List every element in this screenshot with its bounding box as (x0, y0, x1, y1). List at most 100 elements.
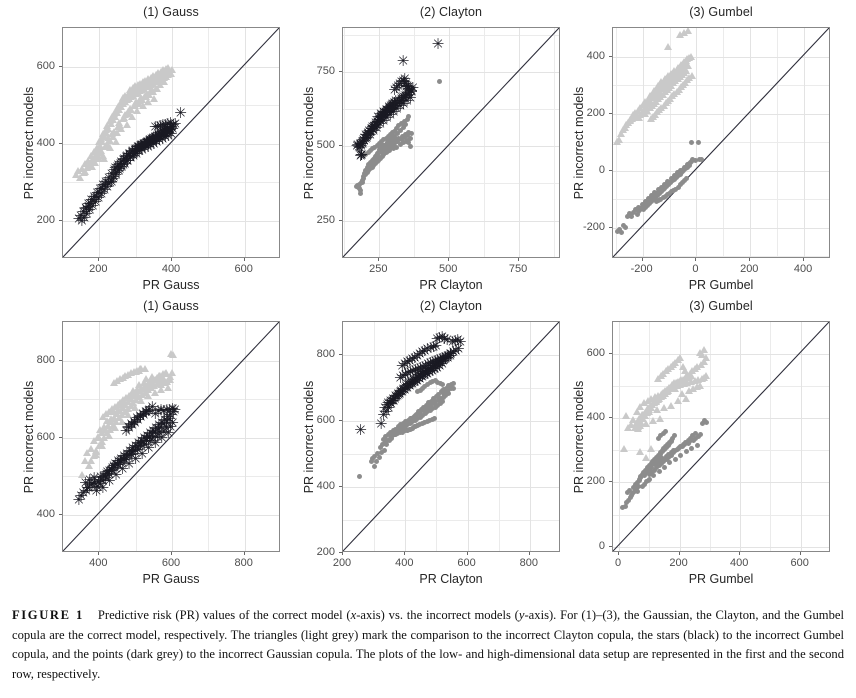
gridline-horizontal-minor (343, 183, 559, 185)
x-axis-tick-label: 200 (89, 263, 108, 275)
panel-p6: (3) Gumbel 0 200 400 600 0 200 400 600 PR Gumbel P… (560, 299, 830, 588)
gridline-vertical-major (800, 322, 802, 551)
x-axis-tick (98, 552, 100, 555)
y-axis-tick (609, 226, 612, 228)
y-axis-tick-label: 200 (36, 213, 55, 226)
y-axis-tick (339, 219, 342, 221)
gridline-horizontal-major (613, 113, 829, 115)
x-axis-tick (171, 258, 172, 261)
figure-label: FIGURE 1 (12, 608, 84, 622)
x-axis-tick (749, 258, 751, 261)
plot-area-p5: ✳ ✳ ✳ ✳ ✳ ✳ ✳ ✳ ✳ ✳ ✳ ✳ ✳ ✳ ✳ ✳ ✳ ✳ ✳ ✳ ✳ ✳ ✳ ✳ ✳ ✳ ✳ ✳ ✳ ✳ ✳ ✳ ✳ ✳ ✳ ✳ ✳ ✳ ✳ ✳… (342, 321, 560, 552)
x-axis-tick (528, 552, 530, 555)
gridline-vertical-major (467, 322, 469, 551)
gridline-horizontal-minor (63, 399, 279, 400)
gridline-vertical-minor (135, 322, 137, 551)
x-axis-title: PR Clayton (419, 278, 483, 292)
gridline-vertical-minor (414, 28, 416, 257)
gridline-horizontal-major (613, 354, 829, 356)
gridline-vertical-major (449, 28, 451, 257)
gridline-vertical-major (740, 322, 742, 551)
gridline-horizontal-minor (63, 476, 279, 477)
y-axis-title: PR incorrect models (302, 380, 316, 493)
x-axis-tick-label: 500 (439, 263, 458, 275)
x-axis-tick (243, 552, 245, 555)
gridline-vertical-minor (649, 322, 651, 551)
y-axis-title: PR incorrect models (572, 380, 586, 493)
gridline-vertical-major (405, 322, 407, 551)
caption-text-1: Predictive risk (PR) values of the corre… (97, 608, 351, 622)
gridline-vertical-major (642, 28, 644, 257)
y-axis-tick-label: 600 (316, 414, 335, 426)
gridline-vertical-minor (344, 28, 346, 257)
gridline-horizontal-major (613, 418, 829, 420)
y-axis-tick-label: 750 (316, 65, 335, 78)
x-axis-tick-label: 750 (508, 263, 528, 275)
panel-p2: (2) Clayton ✳ ✳ ✳ ✳ ✳ ✳ ✳ ✳ ✳ ✳ ✳ ✳ ✳ ✳ ✳ ✳ ✳ ✳ ✳ ✳ ✳ ✳ ✳ ✳ ✳ ✳ ✳ ✳ ✳… (290, 5, 560, 294)
gridline-vertical-major (529, 322, 531, 551)
y-axis-tick (609, 545, 612, 547)
gridline-horizontal-minor (343, 454, 559, 455)
gridline-horizontal-minor (613, 199, 829, 201)
gridline-horizontal-minor (613, 85, 829, 87)
gridline-horizontal-minor (343, 35, 559, 37)
plot-area-p1: ✳ ✳ ✳ ✳ ✳ ✳ ✳ ✳ ✳ ✳ ✳ ✳ ✳ ✳ ✳ ✳ ✳ ✳ ✳ ✳ ✳ ✳ ✳ ✳ ✳ ✳ ✳ ✳ ✳ ✳ ✳ ✳ ✳ ✳ ✳ ✳ ✳ ✳ ✳ ✳… (62, 27, 280, 258)
gridline-horizontal-major (343, 220, 559, 222)
y-axis-tick-label: 0 (598, 163, 605, 176)
x-axis-tick-label: 400 (793, 263, 813, 275)
gridline-horizontal-major (63, 220, 279, 222)
x-axis-tick-label: 400 (729, 557, 749, 569)
gridline-horizontal-major (63, 360, 279, 362)
x-axis-title: PR Gumbel (688, 278, 754, 292)
gridline-horizontal-minor (613, 256, 829, 257)
gridline-vertical-major (519, 28, 521, 257)
y-axis-tick-label: 600 (36, 430, 55, 443)
x-axis-tick (378, 258, 380, 261)
x-axis-tick-label: 600 (161, 557, 181, 569)
y-axis-tick-label: 200 (586, 475, 605, 488)
gridline-horizontal-major (343, 487, 559, 488)
x-axis-tick-label: 600 (234, 263, 253, 275)
x-axis-tick (448, 258, 450, 261)
y-axis-tick (339, 486, 342, 487)
y-axis-tick (609, 417, 612, 419)
y-axis-tick (59, 219, 62, 221)
y-axis-tick (59, 513, 62, 515)
x-axis-tick-label: 400 (89, 557, 108, 569)
gridline-horizontal-minor (343, 520, 559, 521)
gridline-horizontal-major (343, 146, 559, 148)
panel-title-p6: (3) Gumbel (689, 299, 753, 313)
identity-reference-line (63, 322, 279, 551)
x-axis-tick-label: 0 (692, 263, 699, 275)
x-axis-tick (618, 552, 620, 555)
panel-title-p3: (3) Gumbel (689, 5, 753, 19)
panel-p5: (2) Clayton ✳ ✳ ✳ ✳ ✳ ✳ ✳ ✳ ✳ ✳ ✳ ✳ ✳ ✳ ✳ ✳ ✳ ✳ ✳ ✳ ✳ ✳ ✳ ✳ ✳ ✳ ✳ ✳ ✳… (290, 299, 560, 588)
gridline-horizontal-minor (613, 450, 829, 452)
y-axis-tick-label: 400 (586, 49, 605, 62)
gridline-horizontal-major (343, 72, 559, 74)
y-axis-title: PR incorrect models (572, 86, 586, 199)
gridline-vertical-minor (498, 322, 500, 551)
gridline-horizontal-major (343, 421, 559, 422)
identity-reference-line (343, 28, 559, 257)
x-axis-tick (799, 552, 801, 555)
panel-p4: (1) Gauss ✳ ✳ ✳ ✳ ✳ ✳ ✳ ✳ ✳ ✳ ✳ ✳ ✳ ✳ ✳ ✳ ✳ ✳ ✳ ✳ ✳ ✳ ✳ ✳ ✳ ✳ ✳ ✳ ✳ ✳ ✳… (10, 299, 280, 588)
y-axis-title: PR incorrect models (22, 380, 36, 493)
x-axis-title: PR Gauss (142, 572, 200, 586)
x-axis-tick-label: 400 (395, 557, 414, 569)
y-axis-tick-label: 400 (36, 136, 55, 149)
gridline-vertical-major (679, 322, 681, 551)
y-axis-tick-label: 800 (36, 353, 55, 366)
gridline-vertical-major (244, 322, 246, 551)
y-axis-tick-label: 600 (36, 59, 55, 72)
panel-title-p2: (2) Clayton (419, 5, 483, 19)
gridline-horizontal-major (343, 355, 559, 356)
x-axis-tick-label: 200 (669, 557, 688, 569)
y-axis-tick (59, 142, 62, 144)
identity-reference-line (343, 322, 559, 551)
gridline-horizontal-major (63, 143, 279, 145)
gridline-vertical-minor (484, 28, 486, 257)
x-axis-tick (243, 258, 245, 261)
x-axis-tick-label: 600 (790, 557, 809, 569)
gridline-vertical-minor (554, 28, 555, 257)
